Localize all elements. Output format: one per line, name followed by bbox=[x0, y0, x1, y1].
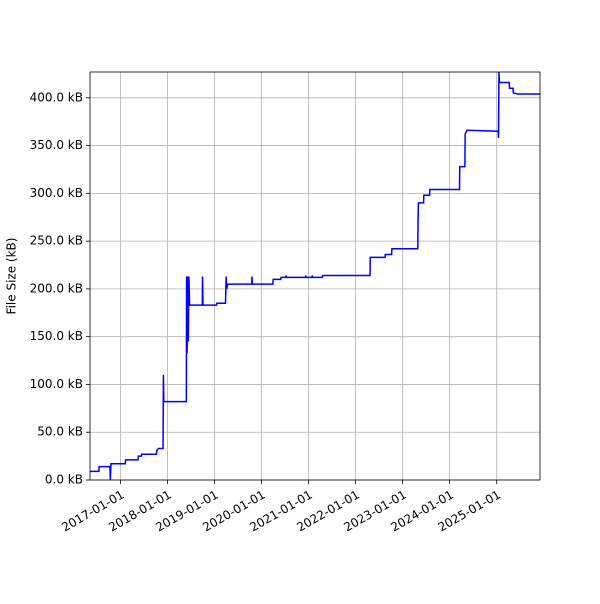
y-tick-label: 50.0 kB bbox=[37, 425, 83, 439]
y-tick-label: 0.0 kB bbox=[45, 473, 83, 487]
y-tick-label: 200.0 kB bbox=[30, 281, 83, 295]
y-tick-label: 150.0 kB bbox=[30, 329, 83, 343]
data-line bbox=[90, 71, 540, 481]
y-tick-label: 350.0 kB bbox=[30, 138, 83, 152]
y-tick-label: 400.0 kB bbox=[30, 90, 83, 104]
axes-frame bbox=[89, 71, 541, 481]
plot-area bbox=[90, 71, 540, 481]
y-tick-label: 300.0 kB bbox=[30, 186, 83, 200]
y-tick-label: 100.0 kB bbox=[30, 377, 83, 391]
y-axis-label: File Size (kB) bbox=[5, 238, 19, 315]
y-tick-label: 250.0 kB bbox=[30, 234, 83, 248]
